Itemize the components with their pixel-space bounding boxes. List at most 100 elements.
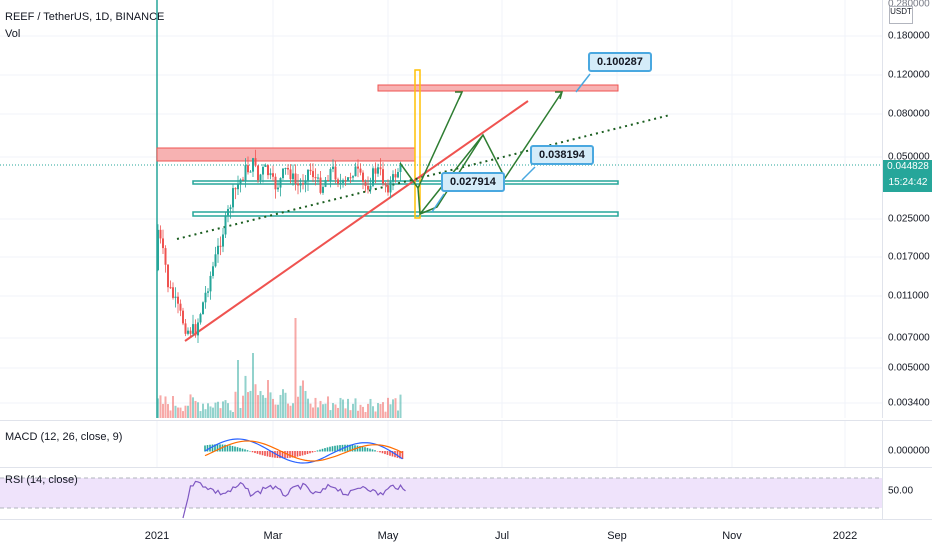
macd-histogram-bar	[291, 451, 294, 458]
macd-histogram-bar	[236, 447, 239, 452]
candle-body	[279, 178, 282, 188]
candle-body	[339, 182, 342, 184]
volume-bar	[269, 392, 272, 418]
macd-pane[interactable]: MACD (12, 26, close, 9)	[0, 420, 882, 468]
macd-histogram-bar	[326, 447, 329, 452]
price-chart-canvas[interactable]	[0, 0, 882, 418]
volume-bar	[264, 397, 267, 418]
rsi-canvas[interactable]	[0, 468, 882, 520]
candle-body	[384, 183, 387, 186]
macd-histogram-bar	[314, 451, 316, 452]
macd-axis[interactable]: 0.000000	[882, 420, 932, 468]
candle-body	[269, 173, 272, 176]
candle-body	[332, 166, 334, 170]
candle-body	[377, 167, 379, 174]
volume-bar	[209, 406, 212, 418]
volume-bar	[294, 318, 297, 418]
macd-histogram-bar	[254, 451, 256, 454]
mid-level-callout[interactable]: 0.038194	[530, 145, 594, 165]
volume-bar	[219, 408, 222, 418]
volume-bar	[159, 395, 162, 418]
volume-bar	[204, 409, 207, 418]
macd-histogram-bar	[351, 444, 354, 452]
low-level-callout[interactable]: 0.027914	[441, 172, 505, 192]
macd-legend[interactable]: MACD (12, 26, close, 9)	[5, 431, 123, 443]
candle-body	[292, 173, 294, 180]
macd-histogram-bar	[364, 447, 366, 452]
volume-bar	[299, 385, 302, 418]
candle-body	[189, 330, 192, 334]
candle-body	[344, 180, 347, 182]
volume-bar	[162, 403, 164, 418]
arrow-head	[555, 91, 563, 100]
time-axis[interactable]: 2021 Mar May Jul Sep Nov 2022	[0, 519, 932, 551]
volume-bar	[217, 401, 219, 418]
projection-arrow	[419, 134, 484, 215]
volume-bar	[272, 398, 274, 418]
macd-histogram-bar	[231, 445, 234, 452]
volume-legend[interactable]: Vol	[5, 28, 21, 40]
macd-histogram-bar	[281, 451, 284, 459]
candle-body	[289, 169, 292, 180]
candle-body	[369, 185, 372, 190]
candle-body	[267, 165, 269, 176]
price-axis[interactable]: 0.280000 USDT 0.180000 0.120000 0.080000…	[882, 0, 932, 418]
rsi-pane[interactable]: RSI (14, close)	[0, 467, 882, 520]
volume-bar	[192, 397, 194, 418]
volume-bar	[312, 407, 314, 418]
volume-bar	[257, 395, 259, 418]
volume-bar	[207, 403, 209, 418]
candle-body	[172, 287, 174, 298]
volume-bar	[339, 397, 342, 418]
macd-histogram-bar	[356, 445, 359, 452]
candle-body	[347, 177, 349, 181]
volume-bar	[172, 396, 174, 418]
price-tick: 0.005000	[888, 362, 930, 374]
volume-bar	[239, 408, 242, 418]
macd-histogram-bar	[269, 451, 271, 457]
candle-body	[354, 166, 357, 177]
target-high-callout[interactable]: 0.100287	[588, 52, 652, 72]
volume-bar	[282, 389, 284, 418]
candle-body	[259, 174, 262, 181]
price-chart-pane[interactable]: REEF / TetherUS, 1D, BINANCE Vol 0.10028…	[0, 0, 882, 418]
volume-bar	[229, 410, 232, 418]
candle-body	[254, 158, 257, 166]
volume-bar	[254, 384, 257, 418]
macd-canvas[interactable]	[0, 421, 882, 468]
currency-badge[interactable]: USDT	[889, 6, 913, 24]
volume-bar	[362, 406, 364, 418]
macd-histogram-bar	[246, 450, 249, 452]
rsi-axis[interactable]: 50.00	[882, 467, 932, 520]
candle-body	[244, 165, 247, 181]
macd-histogram-bar	[279, 451, 281, 459]
macd-histogram-bar	[296, 451, 299, 457]
candle-body	[214, 254, 217, 267]
macd-histogram-bar	[376, 451, 379, 452]
rsi-legend[interactable]: RSI (14, close)	[5, 474, 78, 486]
dotted-trend-line	[176, 114, 671, 240]
volume-bar	[182, 411, 184, 418]
price-tick: 0.050000	[888, 151, 930, 163]
candle-body	[387, 185, 389, 193]
macd-histogram-bar	[339, 445, 341, 452]
candle-body	[334, 166, 337, 180]
volume-bar	[167, 404, 169, 418]
volume-bar	[297, 396, 299, 418]
resistance-zone	[156, 147, 416, 162]
volume-bar	[287, 403, 289, 418]
candle-body	[382, 169, 384, 184]
macd-histogram-bar	[251, 451, 254, 453]
macd-histogram-bar	[256, 451, 259, 454]
macd-histogram-bar	[349, 444, 351, 452]
volume-bar	[242, 395, 244, 418]
macd-histogram-bar	[271, 451, 274, 458]
candle-body	[389, 181, 392, 193]
symbol-title[interactable]: REEF / TetherUS, 1D, BINANCE	[5, 11, 165, 23]
candle-body	[342, 180, 344, 183]
volume-bar	[344, 408, 347, 418]
volume-bar	[397, 410, 399, 418]
candle-body	[192, 324, 194, 334]
candle-body	[219, 245, 222, 247]
macd-histogram-bar	[261, 451, 264, 456]
